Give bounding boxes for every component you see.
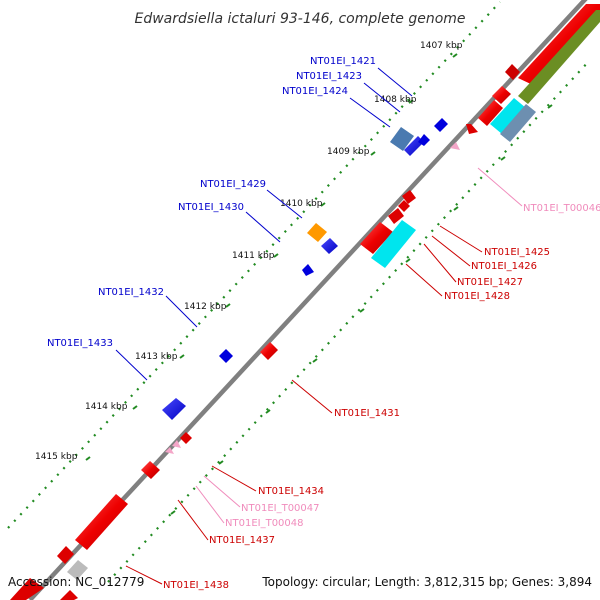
cds-feature — [398, 200, 410, 212]
grey-feature — [67, 560, 88, 580]
cds-feature — [321, 238, 338, 254]
cyan-feature — [490, 98, 526, 134]
cds-feature — [492, 86, 511, 104]
gene-label[interactable]: NT01EI_1434 — [258, 486, 324, 497]
cds-feature — [141, 461, 160, 479]
genome-stats: Topology: circular; Length: 3,812,315 bp… — [261, 575, 592, 589]
gene-label[interactable]: NT01EI_T00047 — [241, 503, 320, 514]
cds-feature — [60, 590, 78, 600]
outer-tick-track — [7, 1, 501, 529]
cds-feature — [57, 546, 74, 564]
gene-label[interactable]: NT01EI_1430 — [178, 202, 244, 213]
tick-label: 1413 kbp — [135, 352, 178, 362]
gene-label[interactable]: NT01EI_1423 — [296, 71, 362, 82]
inner-tick-track — [107, 59, 591, 583]
plus-strand-features — [162, 118, 448, 420]
cds-feature — [418, 134, 430, 146]
accession-label: Accession: NC_012779 — [8, 575, 144, 589]
trna-feature — [165, 447, 174, 454]
trna-feature — [466, 124, 478, 134]
gene-label[interactable]: NT01EI_T00046 — [523, 203, 600, 214]
left-gene-labels: NT01EI_1421 NT01EI_1423 NT01EI_1424 NT01… — [47, 56, 413, 381]
gene-label[interactable]: NT01EI_1432 — [98, 287, 164, 298]
tick-label: 1409 kbp — [327, 147, 370, 157]
steel-feature — [390, 127, 414, 151]
inner-major-ticks — [170, 104, 553, 515]
tick-label: 1411 kbp — [232, 251, 275, 261]
gene-label[interactable]: NT01EI_1425 — [484, 247, 550, 258]
gene-label[interactable]: NT01EI_1424 — [282, 86, 348, 97]
gene-label[interactable]: NT01EI_1421 — [310, 56, 376, 67]
gene-label[interactable]: NT01EI_1428 — [444, 291, 510, 302]
olive-feature — [518, 10, 600, 104]
gene-label[interactable]: NT01EI_1433 — [47, 338, 113, 349]
cds-feature — [180, 432, 192, 444]
gene-label[interactable]: NT01EI_1427 — [457, 277, 523, 288]
cds-feature — [402, 190, 416, 204]
gene-label[interactable]: NT01EI_1437 — [209, 535, 275, 546]
cds-feature — [10, 578, 44, 600]
tick-label: 1415 kbp — [35, 452, 78, 462]
steel-feature — [500, 104, 536, 142]
tick-label: 1412 kbp — [184, 302, 227, 312]
tick-label: 1410 kbp — [280, 199, 323, 209]
cds-feature — [518, 4, 600, 86]
gene-label[interactable]: NT01EI_1429 — [200, 179, 266, 190]
cds-feature — [360, 222, 393, 254]
tick-label: 1408 kbp — [374, 95, 417, 105]
gene-label[interactable]: NT01EI_1426 — [471, 261, 537, 272]
tick-label: 1414 kbp — [85, 402, 128, 412]
cds-feature — [505, 64, 520, 80]
major-ticks — [85, 53, 458, 461]
minus-strand-features — [10, 4, 600, 600]
trna-feature — [450, 142, 460, 150]
trna-features — [165, 142, 460, 454]
gene-label[interactable]: NT01EI_1431 — [334, 408, 400, 419]
gene-label[interactable]: NT01EI_1438 — [163, 580, 229, 591]
map-title: Edwardsiella ictaluri 93-146, complete g… — [134, 11, 465, 27]
cds-feature — [302, 264, 314, 276]
tick-label: 1407 kbp — [420, 41, 463, 51]
gene-label[interactable]: NT01EI_T00048 — [225, 518, 304, 529]
tick-labels: 1407 kbp 1408 kbp 1409 kbp 1410 kbp 1411… — [35, 41, 463, 462]
cds-feature — [478, 100, 503, 126]
orange-feature — [307, 223, 327, 242]
cyan-feature — [371, 220, 416, 268]
cds-feature — [219, 349, 233, 363]
cds-feature — [434, 118, 448, 132]
cds-feature — [75, 494, 128, 550]
right-gene-labels: NT01EI_T00046 NT01EI_1425 NT01EI_1426 NT… — [125, 167, 600, 591]
cds-feature — [388, 208, 404, 224]
cds-feature — [260, 342, 278, 360]
cds-feature — [162, 398, 186, 420]
trna-feature — [172, 440, 181, 448]
